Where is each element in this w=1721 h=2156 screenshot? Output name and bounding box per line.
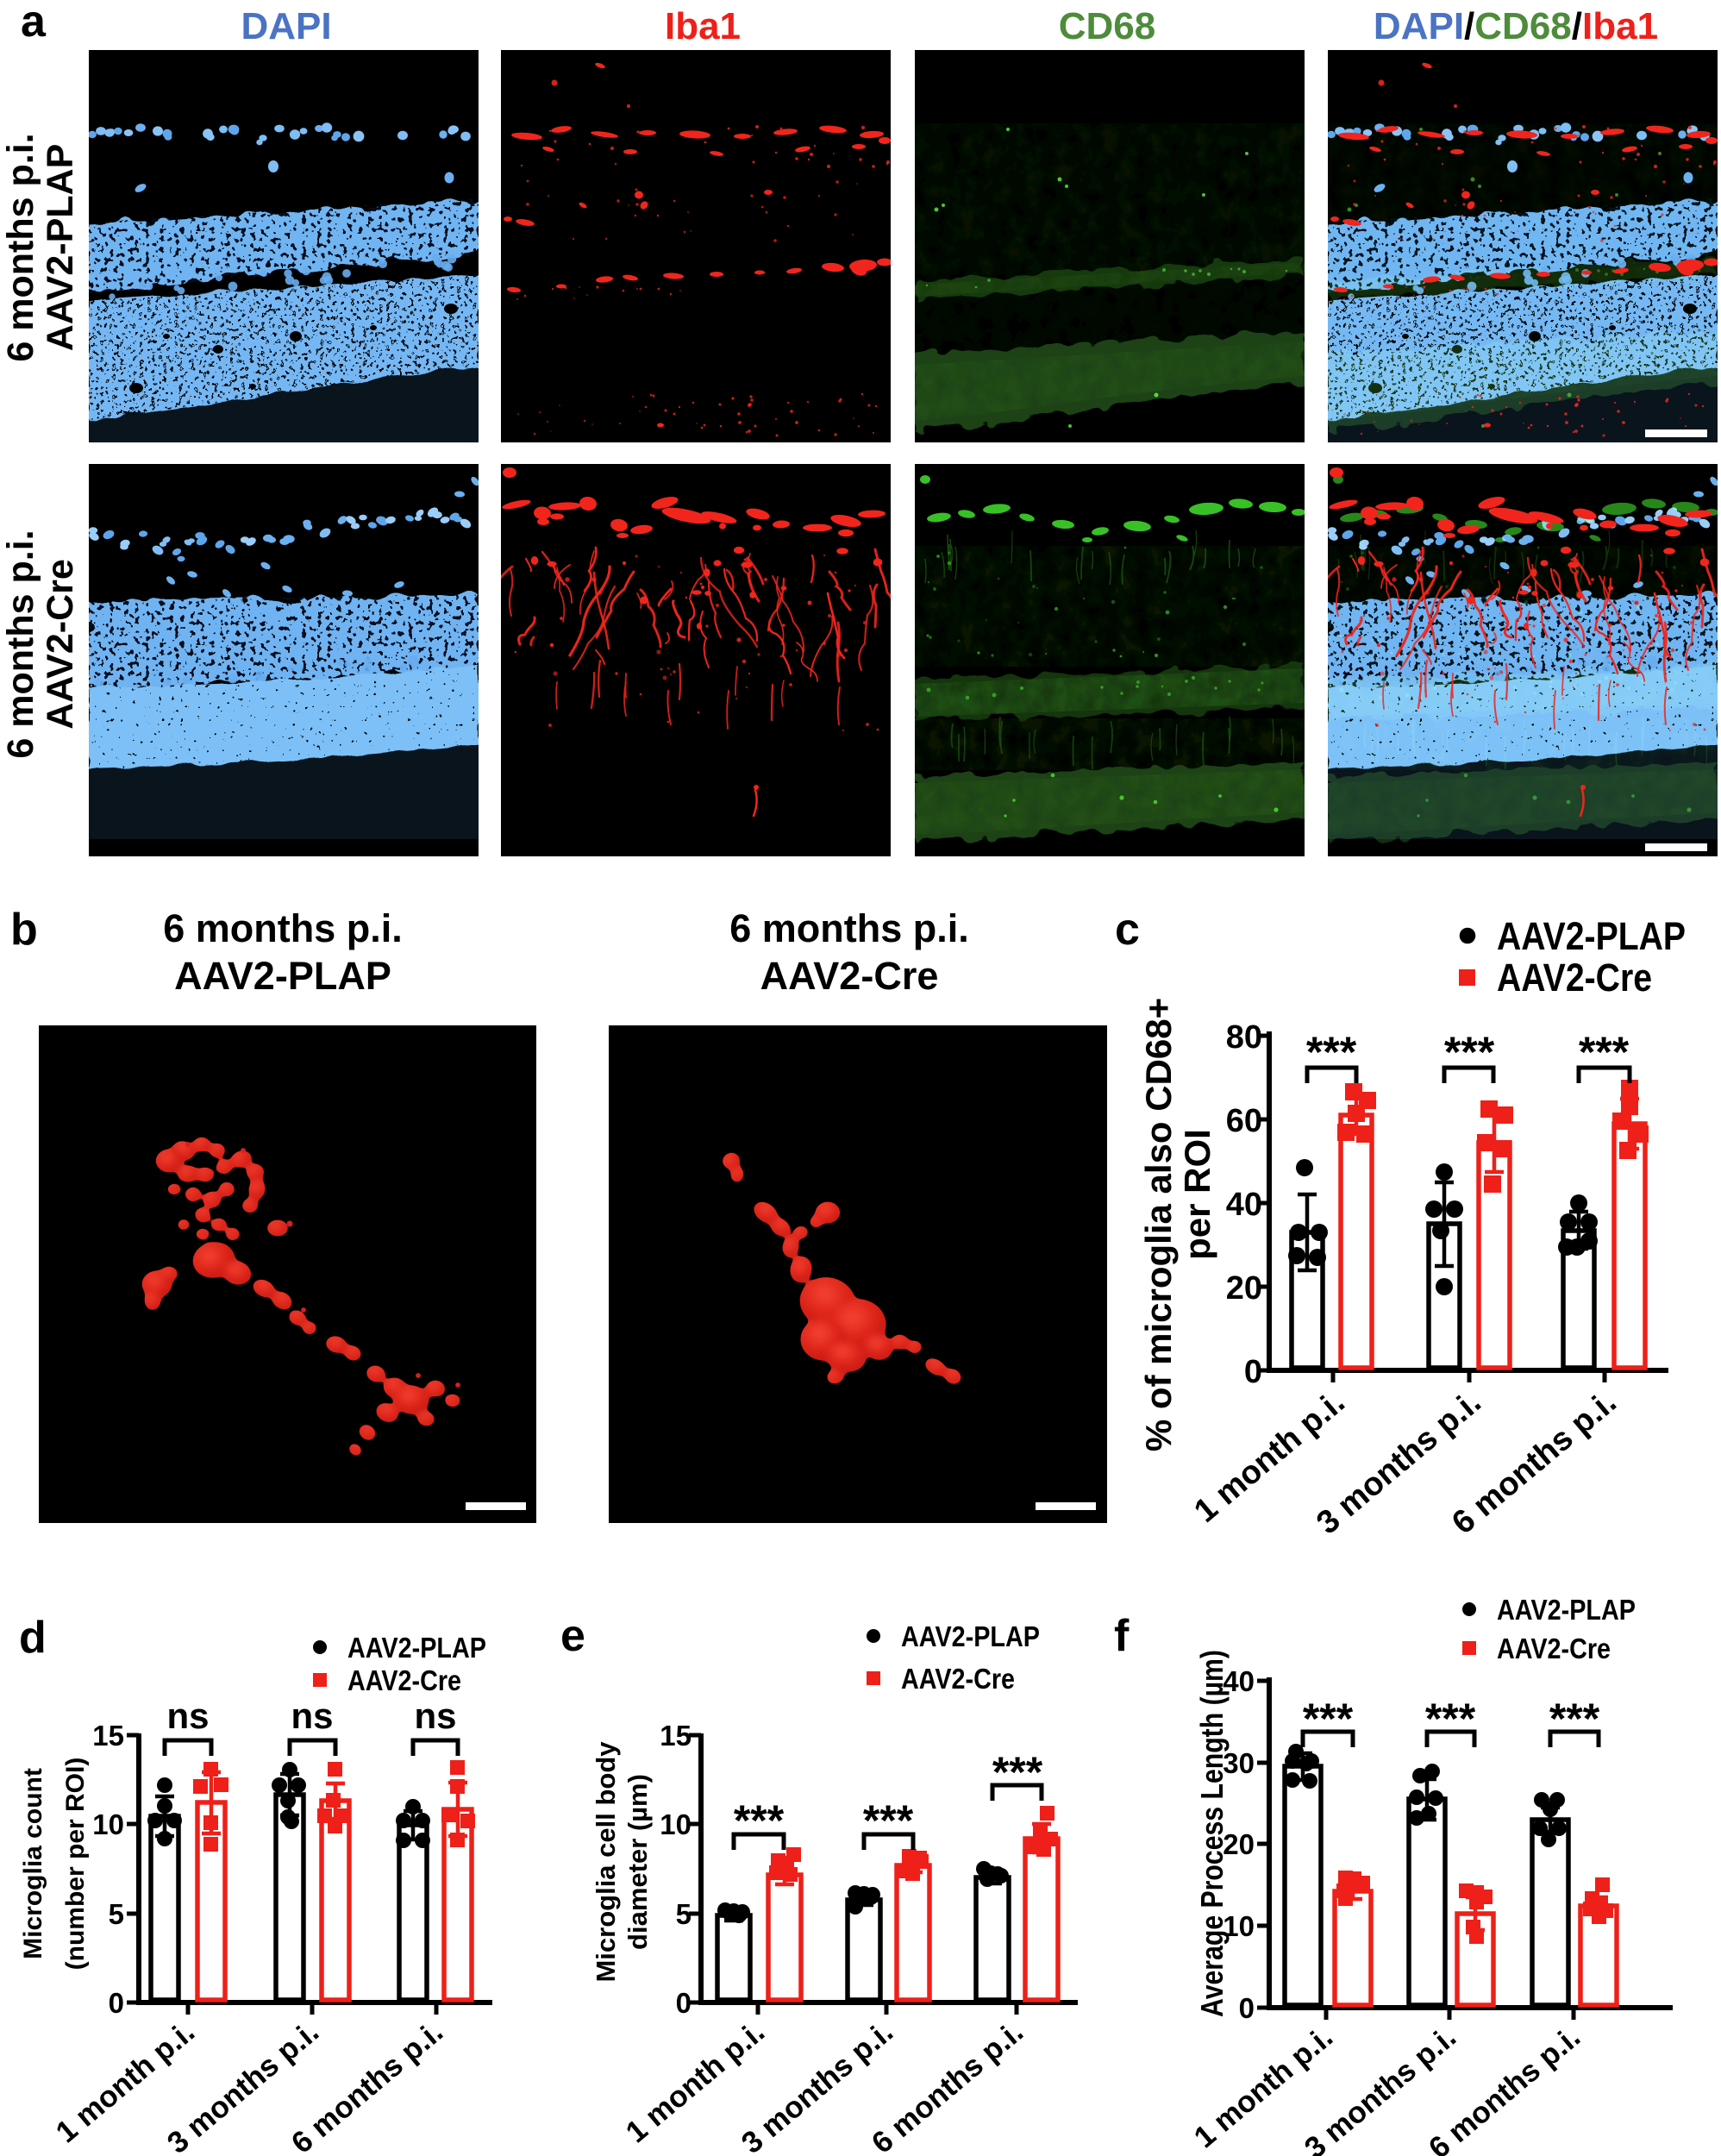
svg-text:c: c bbox=[1115, 905, 1140, 955]
svg-text:0: 0 bbox=[1244, 1354, 1262, 1390]
svg-text:0: 0 bbox=[109, 1987, 124, 2019]
svg-text:5: 5 bbox=[109, 1898, 124, 1930]
svg-text:AAV2-Cre: AAV2-Cre bbox=[901, 1663, 1015, 1695]
svg-text:10: 10 bbox=[1223, 1910, 1255, 1942]
svg-text:a: a bbox=[21, 0, 47, 47]
svg-text:AAV2-Cre: AAV2-Cre bbox=[1497, 1633, 1611, 1664]
svg-text:10: 10 bbox=[92, 1808, 124, 1840]
svg-text:AAV2-Cre: AAV2-Cre bbox=[347, 1664, 461, 1696]
svg-text:ns: ns bbox=[414, 1695, 456, 1736]
svg-text:ns: ns bbox=[166, 1695, 209, 1736]
svg-text:Average Process Length (µm): Average Process Length (µm) bbox=[1194, 1650, 1230, 2017]
svg-text:AAV2-PLAP: AAV2-PLAP bbox=[40, 144, 81, 352]
svg-text:40: 40 bbox=[1226, 1187, 1262, 1223]
svg-text:diameter (µm): diameter (µm) bbox=[623, 1774, 653, 1950]
svg-text:***: *** bbox=[1549, 1695, 1600, 1743]
svg-text:***: *** bbox=[1425, 1695, 1476, 1743]
svg-text:CD68: CD68 bbox=[1059, 5, 1156, 47]
svg-text:20: 20 bbox=[1226, 1270, 1262, 1307]
svg-text:b: b bbox=[10, 905, 38, 955]
svg-text:% of microglia also CD68+: % of microglia also CD68+ bbox=[1138, 998, 1179, 1451]
svg-text:15: 15 bbox=[660, 1720, 692, 1752]
svg-text:Iba1: Iba1 bbox=[665, 5, 741, 47]
svg-text:***: *** bbox=[992, 1748, 1043, 1796]
svg-text:10: 10 bbox=[660, 1808, 692, 1840]
svg-text:AAV2-PLAP: AAV2-PLAP bbox=[1497, 1594, 1636, 1626]
svg-text:f: f bbox=[1114, 1611, 1130, 1661]
svg-text:6 months p.i.: 6 months p.i. bbox=[0, 133, 41, 361]
svg-text:DAPI/CD68/Iba1: DAPI/CD68/Iba1 bbox=[1374, 5, 1658, 47]
svg-text:20: 20 bbox=[1223, 1828, 1255, 1860]
svg-text:0: 0 bbox=[1239, 1992, 1255, 2024]
svg-text:per ROI: per ROI bbox=[1177, 1129, 1217, 1260]
svg-text:5: 5 bbox=[676, 1898, 692, 1930]
svg-text:***: *** bbox=[1579, 1028, 1630, 1076]
svg-text:DAPI: DAPI bbox=[241, 5, 331, 47]
svg-text:0: 0 bbox=[676, 1987, 692, 2019]
svg-text:6 months p.i.: 6 months p.i. bbox=[729, 906, 969, 950]
svg-text:***: *** bbox=[734, 1796, 785, 1845]
svg-text:40: 40 bbox=[1223, 1665, 1255, 1697]
svg-text:AAV2-PLAP: AAV2-PLAP bbox=[174, 954, 391, 998]
svg-text:***: *** bbox=[863, 1796, 914, 1845]
svg-text:60: 60 bbox=[1226, 1103, 1262, 1139]
svg-text:AAV2-PLAP: AAV2-PLAP bbox=[347, 1632, 486, 1664]
svg-text:Microglia count: Microglia count bbox=[19, 1768, 47, 1959]
svg-text:ns: ns bbox=[291, 1695, 333, 1736]
svg-text:AAV2-PLAP: AAV2-PLAP bbox=[901, 1620, 1040, 1652]
svg-text:6 months p.i.: 6 months p.i. bbox=[0, 530, 41, 758]
svg-text:***: *** bbox=[1303, 1695, 1354, 1743]
svg-text:6 months p.i.: 6 months p.i. bbox=[163, 906, 403, 950]
svg-text:AAV2-Cre: AAV2-Cre bbox=[1497, 956, 1652, 1000]
svg-text:e: e bbox=[560, 1611, 585, 1661]
svg-text:AAV2-Cre: AAV2-Cre bbox=[760, 954, 939, 998]
svg-text:AAV2-Cre: AAV2-Cre bbox=[40, 559, 81, 730]
svg-text:Microglia cell body: Microglia cell body bbox=[591, 1741, 621, 1983]
svg-text:***: *** bbox=[1306, 1028, 1357, 1076]
svg-text:***: *** bbox=[1444, 1028, 1495, 1076]
svg-text:15: 15 bbox=[92, 1720, 124, 1752]
svg-text:AAV2-PLAP: AAV2-PLAP bbox=[1497, 914, 1686, 958]
svg-text:d: d bbox=[19, 1613, 47, 1663]
svg-text:80: 80 bbox=[1226, 1019, 1262, 1056]
svg-text:(number per ROI): (number per ROI) bbox=[61, 1758, 90, 1971]
svg-text:30: 30 bbox=[1223, 1747, 1255, 1779]
